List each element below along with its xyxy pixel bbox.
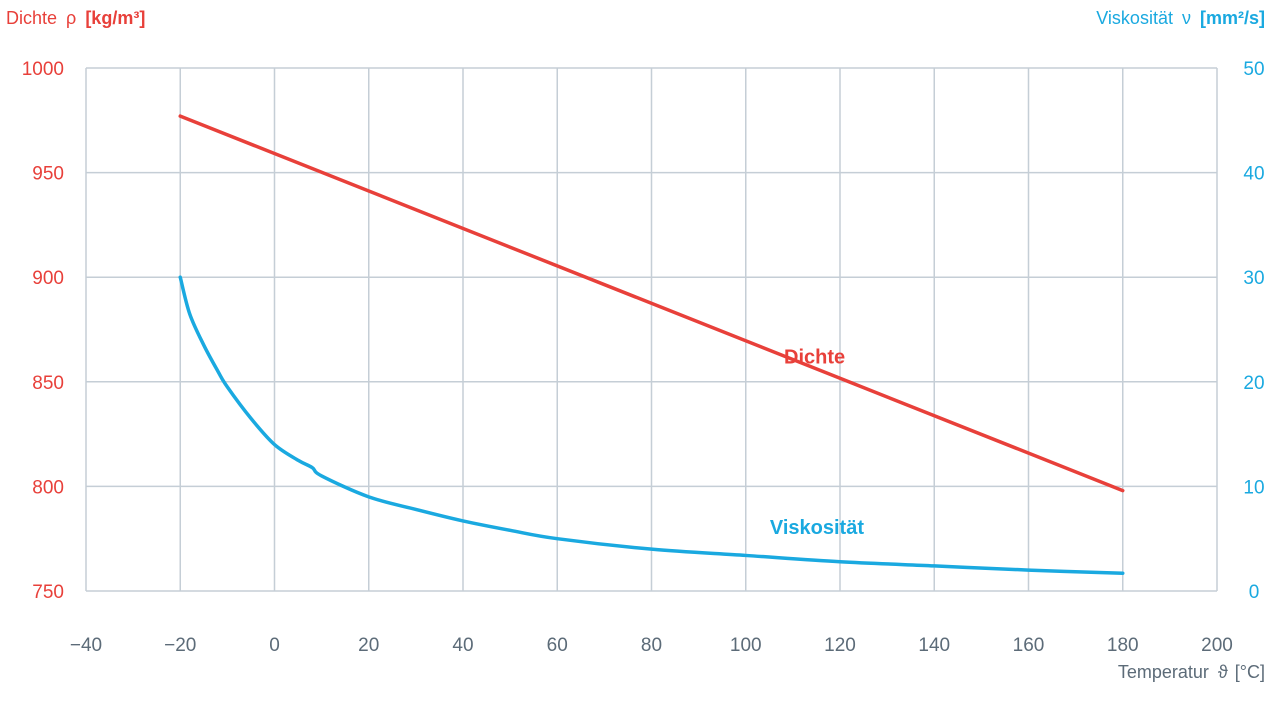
x-tick-label: 140	[918, 635, 950, 656]
left-axis-label: Dichte	[6, 8, 57, 28]
grid	[85, 67, 1218, 592]
left-tick-label: 950	[32, 164, 64, 185]
x-tick-label: 100	[730, 635, 762, 656]
right-tick-label: 10	[1243, 477, 1264, 498]
left-tick-label: 850	[32, 373, 64, 394]
x-tick-label: 20	[358, 635, 379, 656]
right-axis-unit: [mm²/s]	[1200, 8, 1265, 28]
right-tick-label: 30	[1243, 268, 1264, 289]
series	[178, 114, 1125, 575]
x-tick-label: −20	[164, 635, 196, 656]
right-tick-label: 50	[1243, 59, 1264, 80]
series-line-viskositt	[178, 275, 1125, 575]
series-line-dichte	[178, 114, 1125, 493]
right-axis-label: Viskosität	[1096, 8, 1173, 28]
right-axis-ticks: 0 10 20 30 40 50	[1243, 59, 1264, 603]
x-tick-label: 200	[1201, 635, 1233, 656]
right-tick-label: 40	[1243, 164, 1264, 185]
left-tick-label: 900	[32, 268, 64, 289]
left-axis-title: Dichte ρ [kg/m³]	[6, 8, 145, 28]
left-tick-label: 1000	[22, 59, 64, 80]
x-axis-unit: [°C]	[1235, 662, 1265, 682]
x-axis-ticks: −40 −20 0 20 40 60 80 100 120 140 160 180 200	[70, 635, 1233, 656]
right-axis-title: Viskosität ν [mm²/s]	[1096, 8, 1265, 28]
x-tick-label: −40	[70, 635, 102, 656]
x-axis-title: Temperatur ϑ [°C]	[1118, 662, 1265, 682]
x-axis-symbol: ϑ	[1218, 662, 1228, 682]
x-axis-label: Temperatur	[1118, 662, 1209, 682]
left-tick-label: 750	[32, 582, 64, 603]
right-tick-label: 20	[1243, 373, 1264, 394]
right-tick-label: 0	[1249, 582, 1260, 603]
x-tick-label: 180	[1107, 635, 1139, 656]
series-labels: Dichte Viskosität	[770, 347, 864, 539]
x-tick-label: 0	[269, 635, 280, 656]
x-tick-label: 60	[547, 635, 568, 656]
left-axis-unit: [kg/m³]	[85, 8, 145, 28]
x-tick-label: 40	[452, 635, 473, 656]
series-label: Viskosität	[770, 517, 864, 539]
x-tick-label: 160	[1013, 635, 1045, 656]
left-tick-label: 800	[32, 477, 64, 498]
right-axis-symbol: ν	[1182, 8, 1191, 28]
left-axis-symbol: ρ	[66, 8, 76, 28]
left-axis-ticks: 750 800 850 900 950 1000	[22, 59, 64, 603]
x-tick-label: 120	[824, 635, 856, 656]
series-label: Dichte	[784, 347, 845, 369]
x-tick-label: 80	[641, 635, 662, 656]
